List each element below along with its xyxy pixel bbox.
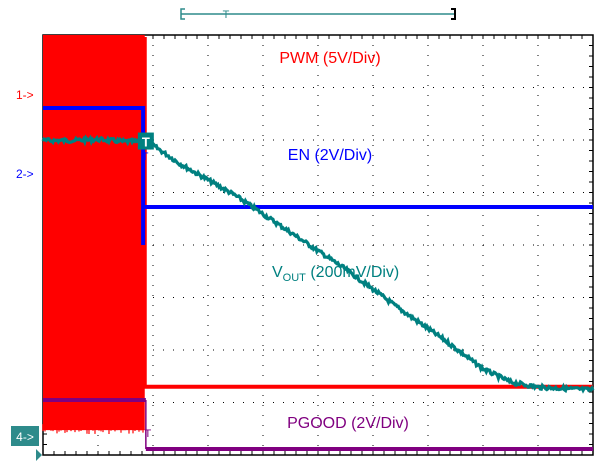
channel-4-marker: 4-> [16,430,34,444]
vout-label-subscript: OUT [283,272,307,284]
pwm-trace [142,37,593,389]
en-trigger-tick: T [142,151,149,163]
channel-1-marker: 1-> [16,88,34,102]
trigger-badge-label: T [142,135,150,150]
vout-trace [41,134,595,394]
vout-label-main: V [272,264,283,281]
vout-label-scale: (200mV/Div) [306,264,399,281]
trigger-badge [137,132,154,150]
channel-4-pointer-icon [36,449,42,461]
window-bracket-right [451,8,456,20]
pwm-scale-label: PWM (5V/Div) [279,50,380,67]
channel-2-marker: 2-> [16,167,34,181]
pwm-switching-trace [43,35,145,431]
pgood-trigger-tick: T [144,428,151,440]
en-scale-label: EN (2V/Div) [288,147,372,164]
pgood-scale-label: PGOOD (2V/Div) [287,415,409,432]
pwm-switching-fringe [42,424,144,435]
window-trigger-mark: T [223,9,230,21]
window-bracket-left [180,8,185,20]
labels: PWM (5V/Div) EN (2V/Div) VOUT (200mV/Div) P… [11,50,409,461]
channel-4-marker-box [11,426,39,446]
vout-scale-label: VOUT (200mV/Div) [272,264,399,284]
traces: TTT [41,35,595,451]
